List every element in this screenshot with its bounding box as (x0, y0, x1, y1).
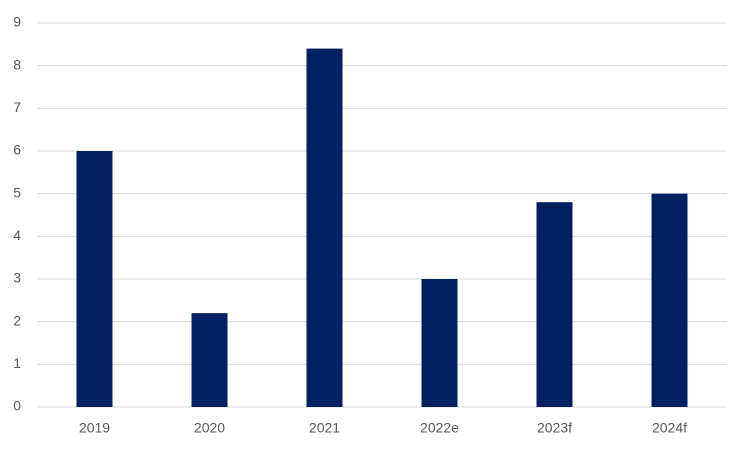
y-tick-label: 1 (13, 355, 21, 371)
y-tick-label: 3 (13, 270, 21, 286)
y-tick-label: 6 (13, 142, 21, 158)
x-tick-label: 2024f (652, 420, 687, 436)
y-tick-label: 2 (13, 312, 21, 328)
bar (651, 193, 688, 407)
y-tick-label: 0 (13, 398, 21, 414)
y-tick-label: 5 (13, 184, 21, 200)
bar (306, 48, 343, 407)
bar (536, 202, 573, 407)
x-tick-label: 2021 (309, 420, 340, 436)
x-tick-label: 2019 (79, 420, 110, 436)
x-tick-label: 2020 (194, 420, 225, 436)
x-tick-label: 2023f (537, 420, 572, 436)
bar (191, 313, 228, 407)
bar (421, 279, 458, 407)
bar (76, 151, 113, 407)
x-tick-label: 2022e (420, 420, 459, 436)
y-tick-label: 8 (13, 56, 21, 72)
y-tick-label: 9 (13, 14, 21, 30)
y-tick-label: 4 (13, 227, 21, 243)
y-tick-label: 7 (13, 99, 21, 115)
